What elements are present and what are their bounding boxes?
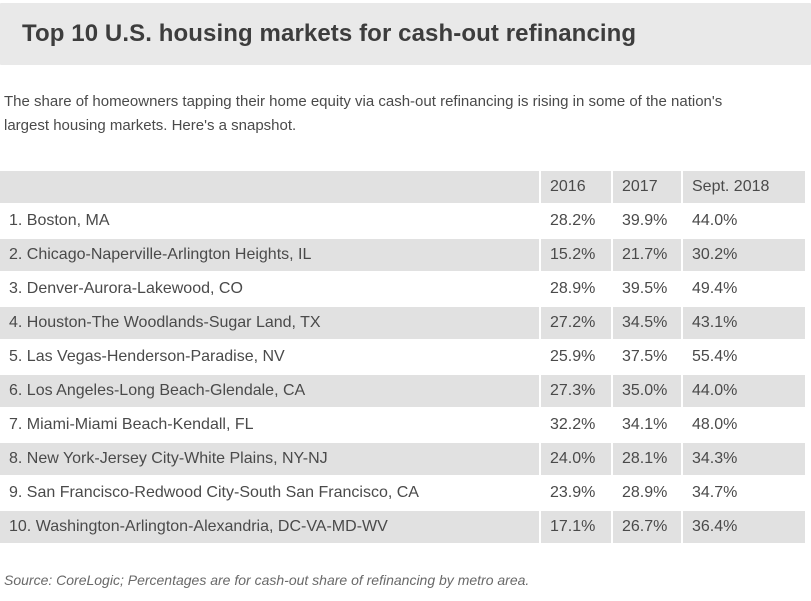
- market-cell: 6. Los Angeles-Long Beach-Glendale, CA: [0, 374, 540, 409]
- value-cell: 39.9%: [611, 204, 682, 239]
- market-cell: 4. Houston-The Woodlands-Sugar Land, TX: [0, 306, 540, 341]
- table-row: 6. Los Angeles-Long Beach-Glendale, CA 27…: [0, 374, 805, 409]
- table-row: 2. Chicago-Naperville-Arlington Heights,…: [0, 238, 805, 273]
- value-cell: 34.1%: [611, 408, 682, 443]
- value-cell: 34.7%: [681, 476, 805, 511]
- value-cell: 25.9%: [539, 340, 612, 375]
- market-cell: 7. Miami-Miami Beach-Kendall, FL: [0, 408, 540, 443]
- value-cell: 21.7%: [611, 238, 682, 273]
- value-cell: 43.1%: [681, 306, 805, 341]
- column-header-2016: 2016: [539, 171, 612, 205]
- value-cell: 34.5%: [611, 306, 682, 341]
- table-row: 10. Washington-Arlington-Alexandria, DC-…: [0, 510, 805, 545]
- table-row: 8. New York-Jersey City-White Plains, NY…: [0, 442, 805, 477]
- table-row: 3. Denver-Aurora-Lakewood, CO 28.9% 39.5% 4…: [0, 272, 805, 307]
- market-cell: 1. Boston, MA: [0, 204, 540, 239]
- value-cell: 27.3%: [539, 374, 612, 409]
- table-row: 9. San Francisco-Redwood City-South San …: [0, 476, 805, 511]
- value-cell: 48.0%: [681, 408, 805, 443]
- value-cell: 44.0%: [681, 204, 805, 239]
- value-cell: 27.2%: [539, 306, 612, 341]
- value-cell: 35.0%: [611, 374, 682, 409]
- value-cell: 44.0%: [681, 374, 805, 409]
- value-cell: 32.2%: [539, 408, 612, 443]
- value-cell: 36.4%: [681, 510, 805, 545]
- column-header-2017: 2017: [611, 171, 682, 205]
- source-note: Source: CoreLogic; Percentages are for c…: [4, 572, 530, 588]
- value-cell: 55.4%: [681, 340, 805, 375]
- value-cell: 26.7%: [611, 510, 682, 545]
- market-cell: 9. San Francisco-Redwood City-South San …: [0, 476, 540, 511]
- value-cell: 15.2%: [539, 238, 612, 273]
- value-cell: 28.9%: [611, 476, 682, 511]
- value-cell: 28.1%: [611, 442, 682, 477]
- table-row: 7. Miami-Miami Beach-Kendall, FL 32.2% 34.…: [0, 408, 805, 443]
- value-cell: 24.0%: [539, 442, 612, 477]
- table-row: 1. Boston, MA 28.2% 39.9% 44.0%: [0, 204, 805, 239]
- value-cell: 37.5%: [611, 340, 682, 375]
- value-cell: 49.4%: [681, 272, 805, 307]
- table-corner-cell: [0, 171, 540, 205]
- page-title: Top 10 U.S. housing markets for cash-out…: [22, 20, 637, 47]
- market-cell: 2. Chicago-Naperville-Arlington Heights,…: [0, 238, 540, 273]
- value-cell: 30.2%: [681, 238, 805, 273]
- table-body: 1. Boston, MA 28.2% 39.9% 44.0% 2. Chicago-N…: [0, 204, 805, 545]
- value-cell: 17.1%: [539, 510, 612, 545]
- value-cell: 39.5%: [611, 272, 682, 307]
- market-cell: 8. New York-Jersey City-White Plains, NY…: [0, 442, 540, 477]
- table-header: 2016 2017 Sept. 2018: [0, 171, 805, 205]
- page-subtitle: The share of homeowners tapping their ho…: [4, 93, 723, 134]
- market-cell: 10. Washington-Arlington-Alexandria, DC-…: [0, 510, 540, 545]
- table-row: 4. Houston-The Woodlands-Sugar Land, TX 2…: [0, 306, 805, 341]
- value-cell: 34.3%: [681, 442, 805, 477]
- market-cell: 3. Denver-Aurora-Lakewood, CO: [0, 272, 540, 307]
- market-cell: 5. Las Vegas-Henderson-Paradise, NV: [0, 340, 540, 375]
- title-bar: Top 10 U.S. housing markets for cash-out…: [0, 3, 811, 65]
- page: Top 10 U.S. housing markets for cash-out…: [0, 3, 811, 601]
- table-header-row: 2016 2017 Sept. 2018: [0, 171, 805, 205]
- value-cell: 28.9%: [539, 272, 612, 307]
- value-cell: 23.9%: [539, 476, 612, 511]
- table-row: 5. Las Vegas-Henderson-Paradise, NV 25.9%…: [0, 340, 805, 375]
- housing-markets-table: 2016 2017 Sept. 2018 1. Boston, MA 28.2% 39.…: [0, 171, 805, 545]
- value-cell: 28.2%: [539, 204, 612, 239]
- column-header-sept-2018: Sept. 2018: [681, 171, 805, 205]
